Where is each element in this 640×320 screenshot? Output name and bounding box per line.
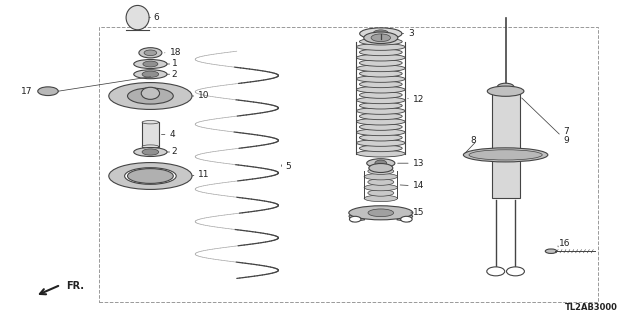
Ellipse shape — [356, 97, 405, 104]
FancyBboxPatch shape — [142, 122, 159, 147]
Ellipse shape — [360, 81, 402, 88]
Ellipse shape — [127, 169, 173, 183]
Ellipse shape — [360, 70, 402, 77]
FancyBboxPatch shape — [492, 90, 520, 198]
Ellipse shape — [360, 28, 402, 39]
Ellipse shape — [497, 83, 514, 91]
Ellipse shape — [368, 168, 394, 174]
Ellipse shape — [349, 206, 413, 220]
Text: 4: 4 — [170, 130, 175, 139]
Text: 15: 15 — [413, 208, 424, 217]
Ellipse shape — [487, 86, 524, 96]
Ellipse shape — [142, 71, 159, 77]
Ellipse shape — [134, 148, 167, 156]
Text: 12: 12 — [413, 95, 424, 104]
Ellipse shape — [360, 38, 402, 45]
Ellipse shape — [142, 149, 159, 155]
Ellipse shape — [142, 145, 159, 148]
Ellipse shape — [360, 124, 402, 130]
Text: 18: 18 — [170, 48, 181, 57]
Text: 2: 2 — [172, 148, 177, 156]
Ellipse shape — [139, 48, 162, 58]
Text: 13: 13 — [413, 159, 424, 168]
Ellipse shape — [469, 150, 542, 160]
Ellipse shape — [134, 60, 167, 68]
Ellipse shape — [545, 249, 557, 253]
Ellipse shape — [372, 30, 389, 37]
Ellipse shape — [364, 32, 398, 44]
Ellipse shape — [125, 168, 176, 184]
Ellipse shape — [126, 5, 149, 30]
Text: FR.: FR. — [66, 281, 84, 292]
Ellipse shape — [360, 102, 402, 109]
Text: 14: 14 — [413, 181, 424, 190]
Ellipse shape — [356, 150, 405, 157]
Ellipse shape — [144, 50, 157, 56]
Ellipse shape — [356, 54, 405, 61]
Ellipse shape — [360, 113, 402, 120]
Ellipse shape — [368, 190, 394, 196]
Ellipse shape — [141, 87, 159, 99]
Ellipse shape — [368, 209, 394, 217]
Ellipse shape — [356, 76, 405, 82]
Ellipse shape — [360, 92, 402, 98]
Ellipse shape — [356, 118, 405, 125]
Text: TL2AB3000: TL2AB3000 — [564, 303, 618, 312]
Ellipse shape — [368, 179, 394, 185]
Text: 7: 7 — [563, 127, 569, 136]
Ellipse shape — [367, 159, 395, 168]
Text: 5: 5 — [285, 162, 291, 171]
Ellipse shape — [364, 184, 397, 191]
Ellipse shape — [134, 70, 167, 79]
Ellipse shape — [463, 148, 548, 162]
Polygon shape — [349, 211, 365, 222]
Ellipse shape — [356, 140, 405, 146]
Ellipse shape — [360, 145, 402, 152]
Text: 1: 1 — [172, 60, 177, 68]
Ellipse shape — [356, 108, 405, 114]
Ellipse shape — [371, 34, 390, 42]
Ellipse shape — [127, 88, 173, 104]
Ellipse shape — [38, 87, 58, 96]
Text: 9: 9 — [563, 136, 569, 145]
Ellipse shape — [356, 86, 405, 93]
Text: 16: 16 — [559, 239, 570, 248]
Ellipse shape — [360, 134, 402, 141]
Circle shape — [401, 216, 412, 222]
Ellipse shape — [364, 195, 397, 202]
Ellipse shape — [364, 173, 397, 180]
Ellipse shape — [142, 121, 159, 124]
Text: 6: 6 — [154, 13, 159, 22]
Ellipse shape — [375, 160, 387, 166]
Ellipse shape — [143, 61, 158, 67]
Circle shape — [506, 267, 524, 276]
Ellipse shape — [360, 49, 402, 56]
Circle shape — [487, 267, 505, 276]
Ellipse shape — [369, 164, 393, 172]
Text: 11: 11 — [198, 170, 210, 179]
Ellipse shape — [356, 44, 405, 50]
Text: 3: 3 — [408, 29, 414, 38]
Text: 10: 10 — [198, 92, 210, 100]
Text: 2: 2 — [172, 70, 177, 79]
Ellipse shape — [356, 129, 405, 136]
Ellipse shape — [109, 83, 192, 109]
Ellipse shape — [360, 60, 402, 66]
Ellipse shape — [356, 65, 405, 72]
Text: 8: 8 — [470, 136, 476, 145]
Circle shape — [349, 216, 361, 222]
Ellipse shape — [109, 163, 192, 189]
Text: 17: 17 — [20, 87, 32, 96]
Polygon shape — [397, 211, 413, 222]
